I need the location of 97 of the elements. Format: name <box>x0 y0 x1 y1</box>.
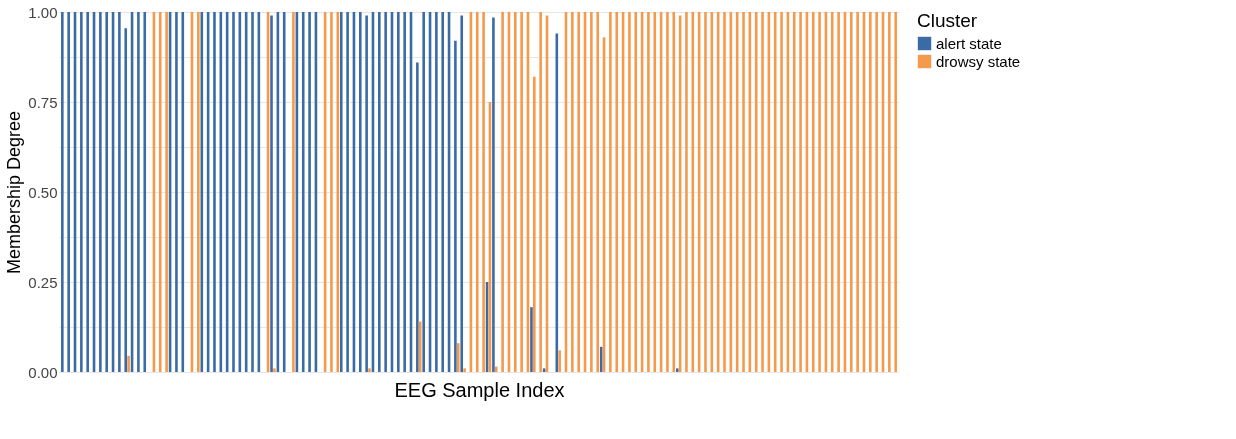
bar <box>837 12 840 372</box>
bar <box>780 12 783 372</box>
bar <box>365 15 368 372</box>
bar <box>213 12 216 372</box>
bar <box>358 12 362 372</box>
bar <box>849 12 853 372</box>
bar <box>270 15 273 372</box>
bar <box>435 12 438 372</box>
legend-label: drowsy state <box>936 52 1021 70</box>
bar <box>422 12 425 372</box>
y-tick-label: 0.00 <box>28 363 58 381</box>
bar <box>533 76 536 372</box>
bar <box>773 12 777 372</box>
bar <box>143 12 147 372</box>
bar <box>251 12 254 372</box>
bar <box>197 12 200 372</box>
bar <box>397 12 400 372</box>
bar <box>456 343 460 372</box>
bar <box>596 12 600 372</box>
bar <box>384 12 387 372</box>
bar <box>830 12 834 372</box>
bar <box>704 12 707 372</box>
bar <box>403 12 406 372</box>
bar <box>67 12 70 372</box>
bar <box>105 12 109 372</box>
legend-label: alert state <box>936 34 1002 52</box>
y-axis-title: Membership Degree <box>4 110 25 275</box>
legend-title: Cluster <box>917 10 978 31</box>
y-tick-label: 0.25 <box>28 273 58 291</box>
bar <box>811 12 815 372</box>
bar <box>158 12 162 372</box>
bar <box>761 12 764 372</box>
bar <box>137 12 140 372</box>
bar <box>308 12 311 372</box>
bar <box>482 12 485 372</box>
bar <box>460 15 464 372</box>
y-tick-label: 0.75 <box>28 93 58 111</box>
bar <box>647 12 650 372</box>
bar <box>609 12 612 372</box>
bar <box>494 366 498 372</box>
bar <box>165 12 168 372</box>
bar <box>754 12 758 372</box>
bar <box>590 12 593 372</box>
bar <box>492 17 495 372</box>
bar <box>685 12 688 372</box>
bar <box>628 12 631 372</box>
bar <box>301 12 305 372</box>
bar <box>558 350 561 372</box>
bar <box>539 12 542 372</box>
bar <box>175 12 178 372</box>
y-tick-label: 0.50 <box>28 183 58 201</box>
bar <box>875 12 878 372</box>
bar <box>520 12 523 372</box>
bar <box>856 12 859 372</box>
bar <box>653 12 657 372</box>
bar <box>441 12 445 372</box>
bar <box>723 12 726 372</box>
bar <box>742 12 745 372</box>
bar <box>666 12 669 372</box>
bar <box>416 62 419 372</box>
bar <box>675 368 679 372</box>
bar <box>615 12 619 372</box>
bar <box>282 12 286 372</box>
bar <box>571 12 574 372</box>
bar <box>454 40 457 372</box>
bar <box>513 12 517 372</box>
bar <box>232 12 235 372</box>
bar <box>869 12 872 372</box>
bar <box>475 12 479 372</box>
x-axis-title: EEG Sample Index <box>394 378 565 401</box>
bar <box>792 12 796 372</box>
bar <box>530 307 533 372</box>
bar <box>818 12 821 372</box>
bar <box>292 12 295 372</box>
bar <box>86 12 89 372</box>
bar <box>577 12 580 372</box>
bar <box>378 12 381 372</box>
bar <box>418 321 422 372</box>
bar <box>346 12 349 372</box>
bar <box>888 12 891 372</box>
bar <box>118 12 121 372</box>
bar <box>61 12 64 372</box>
y-tick-label: 1.00 <box>28 3 58 21</box>
bar <box>99 12 102 372</box>
bar <box>368 368 371 372</box>
bar <box>672 12 676 372</box>
bar <box>124 28 128 372</box>
bar <box>894 12 897 372</box>
bar <box>273 368 276 372</box>
bar <box>330 12 333 372</box>
bar <box>127 355 130 372</box>
bar <box>634 12 638 372</box>
bar <box>463 368 466 372</box>
bar <box>799 12 802 372</box>
bar <box>501 12 504 372</box>
bar <box>181 12 185 372</box>
bar <box>80 12 83 372</box>
